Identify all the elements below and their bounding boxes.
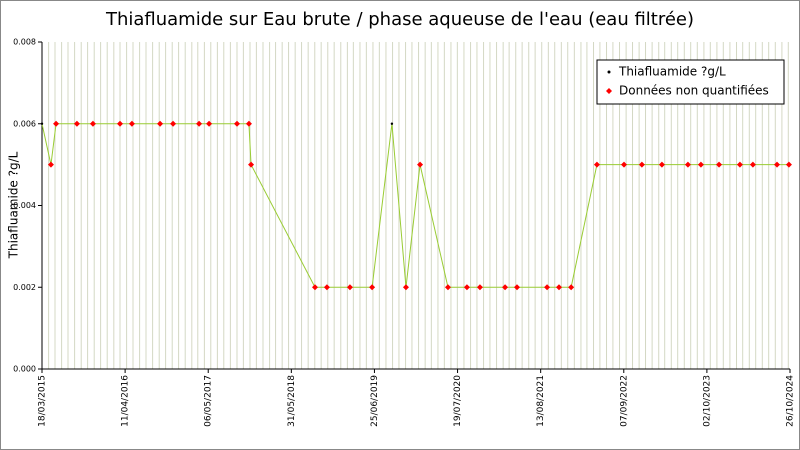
chart-title: Thiafluamide sur Eau brute / phase aqueu… bbox=[105, 9, 694, 30]
y-tick-label: 0.006 bbox=[13, 119, 36, 128]
non-quantified-marker bbox=[47, 161, 54, 168]
non-quantified-marker bbox=[716, 161, 723, 168]
legend-marker bbox=[606, 88, 612, 94]
x-tick-label: 31/05/2018 bbox=[287, 375, 297, 427]
legend-label: Données non quantifiées bbox=[619, 84, 769, 98]
non-quantified-marker bbox=[774, 161, 781, 168]
non-quantified-marker bbox=[128, 120, 135, 127]
non-quantified-marker bbox=[196, 120, 203, 127]
non-quantified-marker bbox=[658, 161, 665, 168]
non-quantified-marker bbox=[402, 284, 409, 291]
data-point bbox=[390, 122, 394, 125]
non-quantified-marker bbox=[514, 284, 521, 291]
non-quantified-marker bbox=[684, 161, 691, 168]
non-quantified-marker bbox=[444, 284, 451, 291]
non-quantified-marker bbox=[73, 120, 80, 127]
y-axis-label: Thiafluamide ?g/L bbox=[7, 151, 21, 259]
non-quantified-marker bbox=[697, 161, 704, 168]
data-line bbox=[41, 123, 789, 288]
non-quantified-marker bbox=[502, 284, 509, 291]
non-quantified-marker bbox=[323, 284, 330, 291]
non-quantified-marker bbox=[568, 284, 575, 291]
x-tick-label: 18/03/2015 bbox=[38, 375, 48, 427]
non-quantified-marker bbox=[157, 120, 164, 127]
non-quantified-marker bbox=[736, 161, 743, 168]
non-quantified-marker bbox=[638, 161, 645, 168]
non-quantified-marker bbox=[544, 284, 551, 291]
x-tick-label: 19/07/2020 bbox=[453, 375, 463, 427]
y-tick-label: 0.000 bbox=[13, 365, 36, 374]
non-quantified-marker bbox=[89, 120, 96, 127]
x-tick-label: 02/10/2023 bbox=[702, 375, 712, 427]
y-tick-label: 0.008 bbox=[13, 38, 36, 47]
non-quantified-marker bbox=[206, 120, 213, 127]
non-quantified-marker bbox=[593, 161, 600, 168]
legend-box bbox=[596, 59, 785, 105]
non-quantified-marker bbox=[245, 120, 252, 127]
non-quantified-marker bbox=[53, 120, 60, 127]
y-tick-label: 0.004 bbox=[13, 201, 36, 210]
legend-marker bbox=[607, 70, 611, 74]
non-quantified-marker bbox=[369, 284, 376, 291]
x-tick-label: 11/04/2016 bbox=[121, 375, 131, 427]
non-quantified-marker bbox=[346, 284, 353, 291]
x-tick-label: 26/10/2024 bbox=[786, 375, 796, 427]
x-tick-label: 06/05/2017 bbox=[204, 375, 214, 427]
data-point bbox=[40, 122, 44, 125]
non-quantified-marker bbox=[116, 120, 123, 127]
non-quantified-marker bbox=[233, 120, 240, 127]
non-quantified-marker bbox=[417, 161, 424, 168]
x-tick-label: 25/06/2019 bbox=[370, 375, 380, 427]
y-tick-label: 0.002 bbox=[13, 283, 36, 292]
non-quantified-marker bbox=[476, 284, 483, 291]
x-tick-label: 07/09/2022 bbox=[619, 375, 629, 427]
non-quantified-marker bbox=[311, 284, 318, 291]
x-tick-label: 13/08/2021 bbox=[536, 375, 546, 427]
non-quantified-marker bbox=[463, 284, 470, 291]
non-quantified-marker bbox=[248, 161, 255, 168]
non-quantified-marker bbox=[749, 161, 756, 168]
legend-label: Thiafluamide ?g/L bbox=[618, 65, 726, 79]
non-quantified-marker bbox=[620, 161, 627, 168]
non-quantified-marker bbox=[170, 120, 177, 127]
non-quantified-marker bbox=[785, 161, 792, 168]
non-quantified-marker bbox=[555, 284, 562, 291]
